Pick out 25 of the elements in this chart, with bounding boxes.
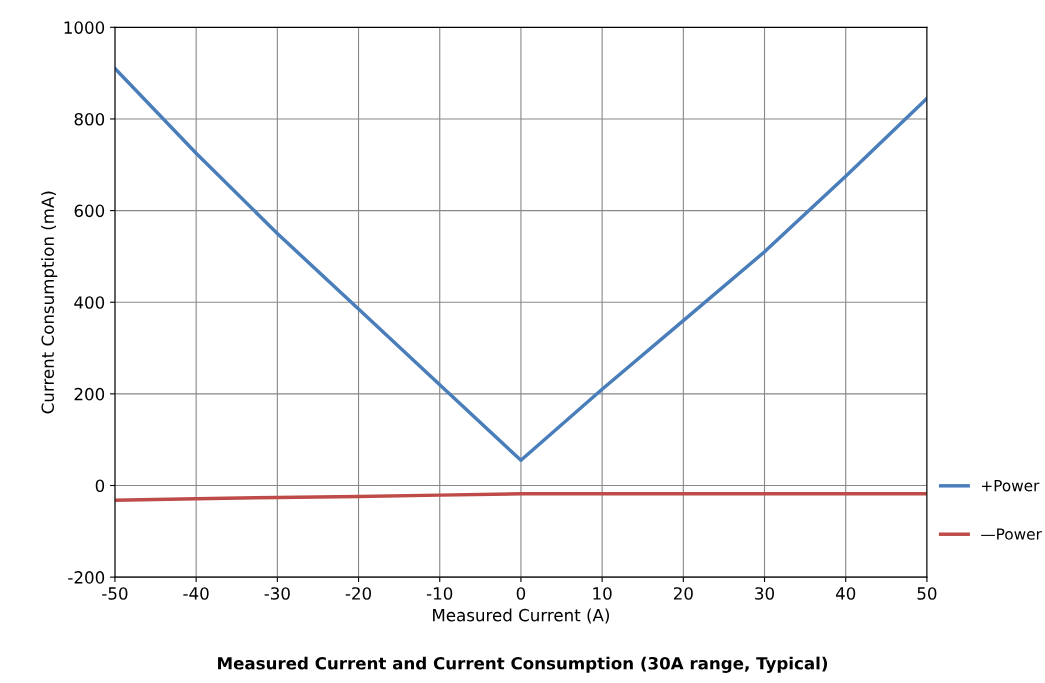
x-tick-label: 30 bbox=[755, 587, 775, 600]
x-tick-label: -50 bbox=[102, 587, 128, 600]
x-tick-label: 50 bbox=[917, 587, 937, 600]
x-tick-label: 10 bbox=[593, 587, 612, 600]
y-tick-label: 1000 bbox=[64, 21, 105, 34]
y-tick-label: 0 bbox=[95, 479, 105, 493]
y-tick-label: 800 bbox=[74, 112, 105, 126]
x-axis-title: Measured Current (A) bbox=[433, 608, 609, 624]
text: Measured Current and Current Consumption (30A range, Typical) bbox=[218, 656, 828, 673]
x-tick-label: -40 bbox=[183, 587, 209, 600]
y-tick-label: 400 bbox=[74, 296, 105, 309]
legend-label: +Power bbox=[982, 480, 1040, 492]
y-axis-title: Current Consumption (mA) bbox=[41, 191, 58, 414]
x-tick-label: 40 bbox=[835, 587, 856, 600]
y-tick-label: 200 bbox=[74, 387, 105, 401]
line-series bbox=[114, 492, 927, 502]
legend-label: —Power bbox=[981, 528, 1042, 540]
x-tick-label: -30 bbox=[264, 587, 290, 600]
y-tick-label: -200 bbox=[68, 571, 105, 584]
x-tick-label: 20 bbox=[673, 587, 693, 600]
x-tick-label: -20 bbox=[345, 587, 372, 600]
y-tick-label: 600 bbox=[74, 204, 105, 218]
x-tick-label: 0 bbox=[516, 587, 526, 600]
line-series bbox=[114, 66, 927, 463]
x-tick-label: -10 bbox=[426, 587, 453, 600]
